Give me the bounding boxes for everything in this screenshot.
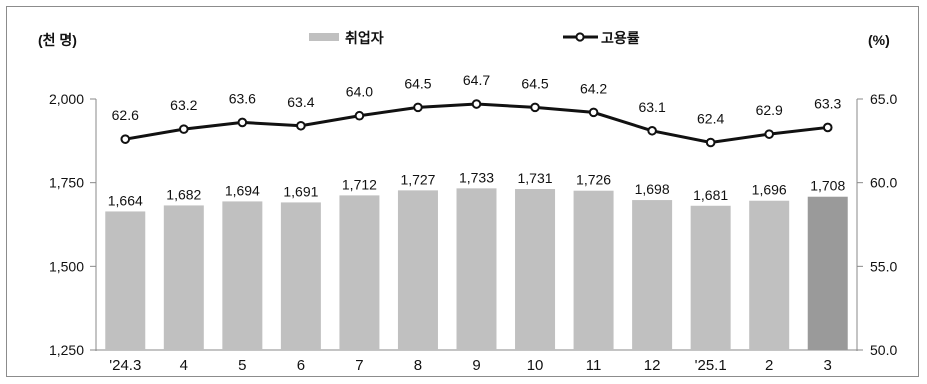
bar (397, 190, 438, 350)
bar-value-label: 1,696 (752, 182, 787, 198)
x-tick-label: 9 (472, 357, 480, 374)
right-unit-label: (%) (868, 32, 890, 48)
line-value-label: 64.2 (580, 80, 607, 96)
line-value-label: 64.0 (346, 84, 373, 100)
bar-value-label: 1,681 (693, 187, 728, 203)
line-marker (296, 120, 306, 131)
line-marker (471, 99, 482, 109)
x-tick-label: 11 (586, 357, 602, 374)
bar (456, 188, 497, 350)
x-tick-label: 2 (765, 357, 773, 374)
x-tick-label: '24.3 (109, 357, 141, 374)
x-tick-label: 12 (644, 357, 661, 374)
bar (222, 201, 263, 350)
line-value-label: 62.6 (112, 107, 139, 123)
line-marker (530, 102, 540, 113)
line-marker (588, 107, 599, 118)
x-tick-label: 5 (238, 357, 246, 374)
line-value-label: 63.1 (638, 99, 665, 115)
line-value-label: 63.2 (170, 97, 197, 113)
x-tick-label: 8 (414, 357, 422, 374)
legend-bar-label: 취업자 (345, 30, 384, 46)
bar-value-labels: 1,664 1,682 1,694 1,691 1,712 1,727 1,733 1,731… (108, 169, 846, 208)
bar-value-label: 1,726 (576, 172, 611, 188)
left-tick-label: 2,000 (49, 91, 84, 107)
right-tick-label: 55.0 (870, 258, 897, 274)
line-marker (120, 134, 131, 144)
x-tick-label: 6 (297, 357, 305, 374)
bar-value-label: 1,691 (283, 183, 318, 199)
bar-value-label: 1,664 (108, 192, 143, 208)
line-marker (413, 102, 423, 113)
line-value-label: 63.4 (287, 94, 314, 110)
line-value-label: 63.3 (814, 95, 841, 111)
right-tick-label: 65.0 (870, 91, 897, 107)
bar (807, 196, 848, 350)
bar-value-label: 1,733 (459, 169, 494, 185)
bar-value-label: 1,708 (810, 178, 845, 194)
left-tick-label: 1,500 (49, 258, 84, 274)
right-axis-ticks: 50.0 55.0 60.0 65.0 (857, 91, 897, 358)
bar (515, 189, 556, 350)
right-tick-label: 60.0 (870, 175, 897, 191)
legend-bar-swatch (309, 33, 339, 41)
right-tick-label: 50.0 (870, 342, 897, 358)
bar (632, 200, 673, 350)
line-value-label: 63.6 (229, 90, 256, 106)
x-tick-label: '25.1 (695, 357, 727, 374)
bar-value-label: 1,727 (400, 171, 435, 187)
x-tick-label: 4 (180, 357, 188, 374)
line-marker (764, 129, 774, 139)
bar-value-label: 1,682 (166, 186, 201, 202)
bar (163, 205, 204, 350)
legend: 취업자 고용률 (309, 30, 640, 46)
x-tick-label: 3 (824, 357, 832, 374)
line-value-label: 62.4 (697, 111, 724, 127)
bar-series (105, 188, 848, 350)
legend-line-marker (575, 32, 585, 42)
bar (749, 200, 790, 350)
line-value-labels: 62.6 63.2 63.6 63.4 64.0 64.5 64.7 64.5 64.2 63.1… (112, 72, 842, 126)
bar-value-label: 1,712 (342, 176, 377, 192)
left-tick-label: 1,750 (49, 175, 84, 191)
line-marker (705, 137, 716, 148)
line-marker (647, 125, 657, 136)
line-value-label: 64.5 (404, 75, 431, 91)
bar-value-label: 1,694 (225, 182, 260, 198)
bar (105, 211, 146, 350)
bar (690, 205, 731, 350)
x-tick-label: 7 (355, 357, 363, 374)
x-axis-labels: '24.3 4 5 6 7 8 9 10 11 12 '25.1 2 3 (109, 357, 832, 374)
line-value-label: 62.9 (756, 102, 783, 118)
line-marker (354, 110, 365, 121)
line-value-label: 64.7 (463, 72, 490, 88)
bar (280, 202, 321, 350)
bar-value-label: 1,698 (635, 181, 670, 197)
left-tick-label: 1,250 (49, 342, 84, 358)
bar-value-label: 1,731 (518, 170, 553, 186)
line-series (120, 99, 833, 148)
left-axis-ticks: 1,250 1,500 1,750 2,000 (49, 91, 96, 358)
bar (339, 195, 380, 350)
line-marker (237, 117, 248, 128)
x-tick-label: 10 (527, 357, 544, 374)
left-unit-label: (천 명) (38, 32, 77, 48)
line-marker (822, 122, 833, 133)
bar (573, 190, 614, 350)
legend-line-label: 고용률 (601, 30, 640, 46)
line-marker (179, 124, 189, 134)
line-value-label: 64.5 (521, 75, 548, 91)
